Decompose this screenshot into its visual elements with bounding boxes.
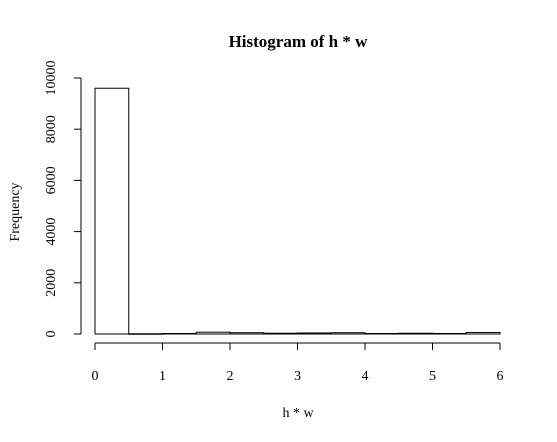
histogram-bar-0 [94, 87, 130, 335]
x-tick-label-2: 2 [227, 369, 234, 384]
histogram-bar-4 [229, 332, 265, 335]
histogram-bar-5 [263, 332, 298, 335]
x-axis: 0 1 2 3 4 5 6 [92, 342, 504, 384]
histogram-bar-10 [432, 332, 467, 335]
y-tick-label-4: 8000 [44, 115, 59, 143]
x-tick-label-5: 5 [429, 369, 436, 384]
x-tick-label-1: 1 [159, 369, 166, 384]
y-tick-label-2: 4000 [44, 218, 59, 246]
y-tick-label-0: 0 [44, 331, 59, 338]
y-tick-label-1: 2000 [44, 269, 59, 297]
x-axis-label: h * w [282, 406, 314, 421]
y-tick-label-3: 6000 [44, 166, 59, 194]
histogram-bar-8 [364, 332, 400, 335]
bars-group [94, 87, 501, 335]
x-tick-label-4: 4 [362, 369, 369, 384]
histogram-bar-11 [465, 331, 501, 335]
y-axis-label: Frequency [8, 182, 23, 241]
histogram-bar-3 [195, 331, 231, 335]
x-tick-label-6: 6 [497, 369, 504, 384]
chart-title: Histogram of h * w [229, 32, 369, 51]
y-tick-label-5: 10000 [44, 61, 59, 96]
histogram-bar-7 [330, 332, 366, 335]
y-axis: 0 2000 4000 6000 8000 10000 [44, 61, 82, 338]
x-tick-label-3: 3 [294, 369, 301, 384]
histogram-bar-9 [398, 332, 433, 335]
x-tick-label-0: 0 [92, 369, 99, 384]
histogram-bar-2 [162, 332, 197, 335]
histogram-bar-6 [297, 332, 332, 335]
histogram-bar-1 [128, 333, 163, 335]
